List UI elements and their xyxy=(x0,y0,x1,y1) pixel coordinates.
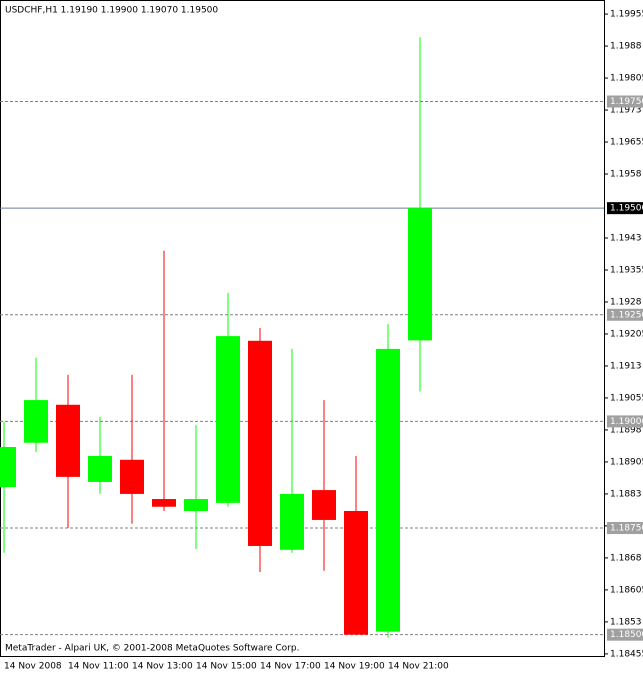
y-tick-label: 1.19055 xyxy=(610,393,643,403)
candle-body xyxy=(216,336,240,503)
y-tick-label: 1.19955 xyxy=(610,10,643,20)
y-tick-label: 1.18905 xyxy=(610,457,643,467)
y-tick-label: 1.1958 xyxy=(610,170,642,180)
level-label: 1.19250 xyxy=(610,310,643,320)
x-tick-label: 14 Nov 19:00 xyxy=(324,662,385,672)
y-tick-label: 1.18605 xyxy=(610,585,643,595)
y-tick-label: 1.1928 xyxy=(610,297,642,307)
y-tick-label: 1.1853 xyxy=(610,617,642,627)
y-tick-label: 1.1943 xyxy=(610,234,642,244)
candle-body xyxy=(88,455,112,482)
level-label-box xyxy=(607,628,643,641)
x-tick-label: 14 Nov 11:00 xyxy=(68,662,129,672)
footer: MetaTrader - Alpari UK, © 2001-2008 Meta… xyxy=(5,644,299,654)
level-label-box xyxy=(607,522,643,535)
level-label-box xyxy=(607,95,643,108)
candle-body xyxy=(344,510,368,635)
y-tick-label: 1.18455 xyxy=(610,649,643,659)
candle-body xyxy=(56,404,80,477)
candle-body xyxy=(152,499,176,507)
y-tick-label: 1.1868 xyxy=(610,553,642,563)
y-tick-label: 1.19355 xyxy=(610,265,643,275)
y-tick-label: 1.1913 xyxy=(610,361,642,371)
y-tick-label: 1.19805 xyxy=(610,74,643,84)
candle-body xyxy=(408,208,432,341)
current-price-box xyxy=(607,202,643,215)
x-tick-label: 14 Nov 15:00 xyxy=(196,662,257,672)
level-label: 1.19750 xyxy=(610,97,643,107)
y-tick-label: 1.19655 xyxy=(610,138,643,148)
current-price-label: 1.19500 xyxy=(610,204,643,214)
y-tick-label: 1.1883 xyxy=(610,489,642,499)
level-label-box xyxy=(607,415,643,428)
chart-title: USDCHF,H1 1.19190 1.19900 1.19070 1.1950… xyxy=(5,6,218,16)
x-tick-label: 14 Nov 13:00 xyxy=(132,662,193,672)
y-tick-label: 1.1898 xyxy=(610,425,642,435)
candle-body xyxy=(184,499,208,511)
candle-body xyxy=(280,493,304,550)
x-tick-label: 14 Nov 2008 xyxy=(4,662,62,672)
y-tick-label: 1.19205 xyxy=(610,329,643,339)
candle-body xyxy=(0,447,16,488)
x-tick-label: 14 Nov 21:00 xyxy=(388,662,449,672)
level-label: 1.19000 xyxy=(610,417,643,427)
candle-body xyxy=(312,490,336,520)
level-label: 1.18750 xyxy=(610,524,643,534)
x-tick-label: 14 Nov 17:00 xyxy=(260,662,321,672)
plot-frame xyxy=(0,0,605,657)
level-label-box xyxy=(607,308,643,321)
y-tick-label: 1.1988 xyxy=(610,42,642,52)
candle-body xyxy=(120,459,144,494)
y-tick-label: 1.1973 xyxy=(610,106,642,116)
candle-body xyxy=(248,340,272,546)
candle-body xyxy=(376,348,400,632)
candle-body xyxy=(24,400,48,443)
level-label: 1.18500 xyxy=(610,630,643,640)
